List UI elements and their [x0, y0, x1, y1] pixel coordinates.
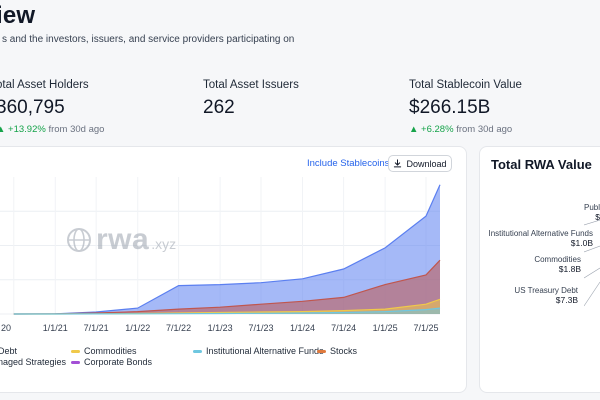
legend-item-managed-strategies[interactable]: naged Strategies — [0, 357, 66, 367]
legend-swatch — [193, 349, 202, 353]
download-button[interactable]: Download — [388, 155, 452, 172]
legend-item-institutional-alternative-funds[interactable]: Institutional Alternative Funds — [193, 346, 324, 356]
x-tick-label: 1/1/21 — [42, 323, 68, 333]
rwa-label-institutional-alternative-funds: Institutional Alternative Funds — [488, 229, 593, 238]
x-tick-label: 1/1/24 — [289, 323, 316, 333]
page-title: iew — [0, 2, 36, 29]
download-label: Download — [406, 158, 447, 169]
stat-change-period: from 30d ago — [456, 124, 513, 135]
legend-swatch — [71, 360, 80, 364]
legend-label: Debt — [0, 346, 18, 356]
up-arrow-icon: ▲ — [0, 124, 6, 135]
stat-value: $266.15B — [409, 97, 491, 118]
x-tick-label: 1/1/23 — [207, 323, 233, 333]
rwa-label-public: Publ — [583, 203, 600, 212]
x-tick-label: 20 — [0, 323, 12, 333]
stat-change-percent: +13.92% — [8, 124, 46, 135]
rwa-value-public: $ — [595, 212, 600, 222]
stat-label: Total Asset Issuers — [203, 79, 299, 91]
x-tick-label: 7/1/21 — [83, 323, 109, 333]
x-tick-label: 1/1/22 — [125, 323, 151, 333]
include-stablecoins-link[interactable]: Include Stablecoins — [307, 158, 390, 169]
download-icon — [394, 159, 402, 168]
x-tick-label: 7/1/22 — [166, 323, 192, 333]
stat-total-stablecoin-value: Total Stablecoin Value $266.15B ▲ +6.28%… — [409, 79, 522, 135]
x-tick-label: 7/1/25 — [413, 323, 439, 333]
line-series-total-ex-top — [13, 259, 441, 315]
stat-label: Total Stablecoin Value — [409, 79, 522, 91]
x-tick-label: 1/1/25 — [372, 323, 398, 333]
stat-value: 360,795 — [0, 97, 65, 118]
stat-change: ▲ +6.28% from 30d ago — [409, 124, 522, 135]
watermark-text: rwa — [96, 223, 150, 256]
x-tick-label: 7/1/24 — [331, 323, 357, 333]
legend-item-commodities[interactable]: Commodities — [71, 346, 137, 356]
stat-change: ▲ +13.92% from 30d ago — [0, 124, 104, 135]
rwa-value-card — [479, 146, 600, 393]
legend-label: Institutional Alternative Funds — [206, 346, 324, 356]
stat-total-asset-holders: otal Asset Holders 360,795 ▲ +13.92% fro… — [0, 79, 104, 135]
stat-total-asset-issuers: Total Asset Issuers 262 — [203, 79, 299, 119]
pie-connector-lines — [584, 219, 600, 307]
globe-logo-icon — [67, 228, 91, 252]
rwa-watermark: rwa .xyz — [66, 223, 176, 257]
page-subtitle: s and the investors, issuers, and servic… — [2, 34, 295, 45]
line-series-total — [13, 184, 441, 315]
legend-label: Stocks — [330, 346, 358, 356]
area-series-total — [13, 184, 440, 314]
legend-item-corporate-bonds[interactable]: Corporate Bonds — [71, 357, 152, 367]
rwa-area-chart — [0, 177, 441, 315]
rwa-label-us-treasury-debt: US Treasury Debt — [514, 286, 578, 295]
stat-change-period: from 30d ago — [48, 124, 105, 135]
rwa-value-commodities: $1.8B — [558, 264, 581, 274]
watermark-suffix: .xyz — [151, 236, 177, 252]
rwa-value-title: Total RWA Value — [491, 157, 592, 172]
stat-change-percent: +6.28% — [421, 124, 454, 135]
area-series-institutional-alternative-funds — [13, 308, 440, 314]
legend-label: Corporate Bonds — [84, 357, 153, 367]
legend-label: Commodities — [84, 346, 137, 356]
legend-label: naged Strategies — [0, 357, 67, 367]
rwa-value-us-treasury-debt: $7.3B — [555, 295, 578, 305]
area-series-total-ex-top — [13, 260, 440, 314]
legend-item-debt[interactable]: Debt — [0, 346, 17, 356]
legend-swatch — [71, 349, 80, 353]
line-series-institutional-alternative-funds — [13, 307, 441, 315]
rwa-value-institutional-alternative-funds: $1.0B — [570, 238, 593, 248]
rwa-label-commodities: Commodities — [534, 255, 581, 264]
up-arrow-icon: ▲ — [409, 124, 419, 135]
legend-item-stocks[interactable]: Stocks — [317, 346, 357, 356]
stat-value: 262 — [203, 97, 235, 118]
stat-label: otal Asset Holders — [0, 79, 89, 91]
x-tick-label: 7/1/23 — [248, 323, 274, 333]
legend-swatch — [317, 349, 326, 353]
